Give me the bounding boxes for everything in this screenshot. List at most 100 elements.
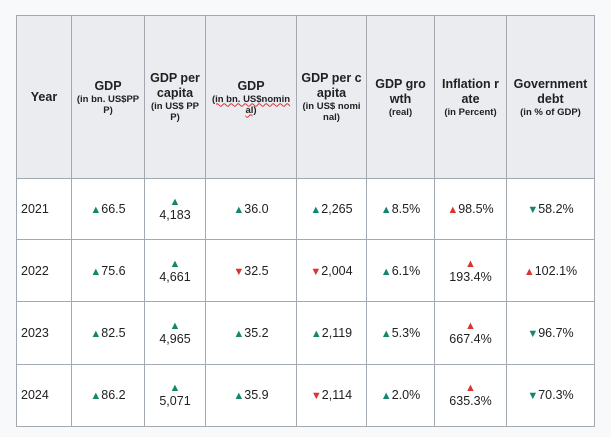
header-gdp-per-capita-nominal: GDP per capita (in US$ nominal) — [296, 15, 367, 179]
cell-value: 5,071 — [159, 394, 191, 409]
cell-value: 86.2 — [101, 388, 126, 403]
increase-arrow-icon: ▲ — [380, 328, 392, 341]
cell-value: 32.5 — [244, 263, 269, 278]
increase-arrow-icon: ▲ — [169, 196, 181, 209]
increase-arrow-icon: ▲ — [380, 265, 392, 278]
table-row: 2024 ▲86.2 ▲ 5,071 ▲35.9 ▼2,114 ▲2.0% ▲ 635.3% ▼7… — [16, 363, 595, 428]
header-row: Year GDP (in bn. US$PPP) GDP per capita (i… — [16, 15, 595, 179]
gdp-pc-nom-cell: ▼2,004 — [296, 239, 367, 303]
inflation-cell: ▲98.5% — [434, 177, 507, 241]
increase-arrow-icon: ▲ — [169, 382, 181, 395]
cell-value: 58.2% — [538, 202, 574, 217]
debt-cell: ▲102.1% — [506, 239, 595, 303]
cell-value: 193.4% — [449, 269, 492, 284]
increase-arrow-icon: ▲ — [465, 320, 476, 333]
gdp-pc-ppp-cell: ▲ 4,661 — [144, 239, 206, 303]
cell-value: 635.3% — [449, 394, 492, 409]
year-cell: 2024 — [16, 363, 72, 428]
table-row: 2023 ▲82.5 ▲ 4,965 ▲35.2 ▲2,119 ▲5.3% ▲ 667.4% ▼9… — [16, 301, 595, 365]
cell-value: 35.2 — [244, 326, 269, 341]
year-cell: 2023 — [16, 301, 72, 365]
gdp-pc-ppp-cell: ▲ 4,965 — [144, 301, 206, 365]
debt-cell: ▼96.7% — [506, 301, 595, 365]
increase-arrow-icon: ▲ — [465, 382, 476, 395]
stacked-value: ▲ 635.3% — [449, 382, 491, 408]
cell-value: 2,004 — [321, 263, 353, 278]
cell-value: 2.0% — [391, 388, 421, 403]
header-government-debt: Government debt (in % of GDP) — [506, 15, 595, 179]
growth-cell: ▲6.1% — [366, 239, 435, 303]
stacked-value: ▲ 5,071 — [159, 382, 190, 408]
gdp-pc-nom-cell: ▼2,114 — [296, 363, 367, 428]
header-gdp-growth: GDP growth (real) — [366, 15, 435, 179]
gdp-nom-cell: ▲36.0 — [205, 177, 297, 241]
increase-arrow-icon: ▲ — [380, 390, 392, 403]
gdp-ppp-cell: ▲86.2 — [71, 363, 145, 428]
cell-value: 4,183 — [159, 208, 191, 223]
decrease-arrow-icon: ▼ — [527, 390, 539, 403]
table-row: 2021 ▲66.5 ▲ 4,183 ▲36.0 ▲2,265 ▲8.5% ▲98.5% ▼58… — [16, 177, 595, 241]
decrease-arrow-icon: ▼ — [310, 390, 322, 403]
cell-value: 6.1% — [391, 263, 421, 278]
cell-value: 8.5% — [391, 202, 421, 217]
increase-arrow-icon: ▲ — [169, 257, 181, 270]
growth-cell: ▲8.5% — [366, 177, 435, 241]
decrease-arrow-icon: ▼ — [527, 328, 539, 341]
economic-indicators-table: Year GDP (in bn. US$PPP) GDP per capita (i… — [16, 15, 595, 428]
cell-value: 82.5 — [101, 326, 126, 341]
header-gdp-ppp: GDP (in bn. US$PPP) — [71, 15, 145, 179]
gdp-pc-ppp-cell: ▲ 4,183 — [144, 177, 206, 241]
cell-value: 70.3% — [538, 388, 574, 403]
increase-arrow-icon: ▲ — [233, 328, 245, 341]
gdp-pc-nom-cell: ▲2,119 — [296, 301, 367, 365]
increase-arrow-icon: ▲ — [90, 265, 102, 278]
cell-value: 96.7% — [538, 326, 574, 341]
increase-arrow-icon: ▲ — [310, 204, 322, 217]
gdp-ppp-cell: ▲75.6 — [71, 239, 145, 303]
cell-value: 5.3% — [391, 326, 421, 341]
header-gdp-nominal: GDP (in bn. US$nominal) — [205, 15, 297, 179]
cell-value: 667.4% — [449, 332, 492, 347]
increase-arrow-icon: ▲ — [90, 328, 102, 341]
increase-arrow-icon: ▲ — [310, 328, 322, 341]
inflation-cell: ▲ 667.4% — [434, 301, 507, 365]
cell-value: 36.0 — [244, 202, 269, 217]
inflation-cell: ▲ 635.3% — [434, 363, 507, 428]
year-cell: 2021 — [16, 177, 72, 241]
increase-arrow-icon: ▲ — [169, 320, 181, 333]
inflation-cell: ▲ 193.4% — [434, 239, 507, 303]
increase-arrow-icon: ▲ — [465, 257, 476, 270]
cell-value: 35.9 — [244, 388, 269, 403]
stacked-value: ▲ 4,965 — [159, 320, 190, 346]
cell-value: 75.6 — [101, 263, 126, 278]
cell-value: 2,265 — [321, 202, 353, 217]
cell-value: 4,965 — [159, 332, 191, 347]
stacked-value: ▲ 193.4% — [449, 258, 491, 284]
decrease-arrow-icon: ▼ — [527, 204, 539, 217]
gdp-pc-ppp-cell: ▲ 5,071 — [144, 363, 206, 428]
debt-cell: ▼70.3% — [506, 363, 595, 428]
gdp-ppp-cell: ▲82.5 — [71, 301, 145, 365]
header-year: Year — [16, 15, 72, 179]
cell-value: 98.5% — [458, 202, 494, 217]
increase-arrow-icon: ▲ — [447, 204, 459, 217]
table-row: 2022 ▲75.6 ▲ 4,661 ▼32.5 ▼2,004 ▲6.1% ▲ 193.4% ▲1… — [16, 239, 595, 303]
decrease-arrow-icon: ▼ — [310, 265, 322, 278]
cell-value: 102.1% — [534, 263, 578, 278]
cell-value: 4,661 — [159, 269, 191, 284]
debt-cell: ▼58.2% — [506, 177, 595, 241]
increase-arrow-icon: ▲ — [90, 204, 102, 217]
cell-value: 2,114 — [321, 388, 353, 403]
gdp-nom-cell: ▲35.2 — [205, 301, 297, 365]
stacked-value: ▲ 4,183 — [159, 196, 190, 222]
header-gdp-per-capita-ppp: GDP per capita (in US$ PPP) — [144, 15, 206, 179]
gdp-nom-cell: ▼32.5 — [205, 239, 297, 303]
stacked-value: ▲ 4,661 — [159, 258, 190, 284]
increase-arrow-icon: ▲ — [90, 390, 102, 403]
gdp-nom-cell: ▲35.9 — [205, 363, 297, 428]
increase-arrow-icon: ▲ — [233, 390, 245, 403]
header-inflation-rate: Inflation rate (in Percent) — [434, 15, 507, 179]
stacked-value: ▲ 667.4% — [449, 320, 491, 346]
increase-arrow-icon: ▲ — [523, 265, 535, 278]
